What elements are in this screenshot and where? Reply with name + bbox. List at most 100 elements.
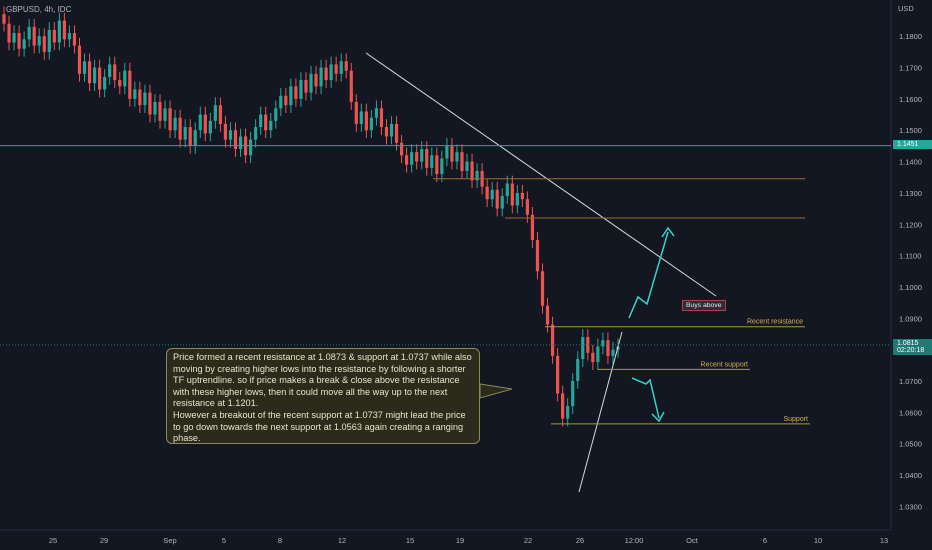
candle-body <box>475 170 479 181</box>
candle-body <box>586 337 590 353</box>
price-tag-value: 1.1451 <box>897 140 919 148</box>
candle-body <box>299 80 303 99</box>
y-tick-label: 1.1800 <box>899 32 922 41</box>
level-label: Support <box>783 416 808 423</box>
candle-body <box>530 214 535 240</box>
candle-body <box>198 114 202 131</box>
candle-body <box>425 149 429 168</box>
price-tag: 1.1451 <box>893 139 932 149</box>
symbol-label: GBPUSD, 4h, IDC <box>6 5 72 14</box>
candle-body <box>279 95 283 109</box>
candle-body <box>500 196 504 209</box>
candle-body <box>148 92 152 115</box>
candle-body <box>440 158 444 175</box>
candle-body <box>354 102 358 124</box>
candle-body <box>420 149 424 162</box>
y-tick-label: 1.0400 <box>899 471 922 480</box>
candle-body <box>561 393 565 419</box>
candle-body <box>203 114 207 134</box>
candle-body <box>410 152 414 165</box>
x-tick-label: 22 <box>524 536 532 545</box>
x-tick-label: 10 <box>814 536 822 545</box>
candle-body <box>223 123 228 140</box>
candle-body <box>470 161 474 181</box>
candle-body <box>62 20 66 40</box>
candle-body <box>460 152 464 171</box>
candle-body <box>319 67 323 87</box>
candle-body <box>550 324 555 356</box>
candle-body <box>72 33 77 46</box>
x-tick-label: Sep <box>163 536 176 545</box>
x-tick-label: 25 <box>49 536 57 545</box>
y-tick-label: 1.1100 <box>899 252 921 261</box>
candle-body <box>264 114 268 131</box>
candle-body <box>67 33 72 40</box>
bearish-arrow <box>631 377 660 419</box>
candle-body <box>384 127 389 137</box>
currency-label: USD <box>898 4 914 13</box>
candle-body <box>254 127 258 140</box>
candle-body <box>153 102 157 115</box>
candle-body <box>42 36 46 52</box>
candle-body <box>183 127 187 140</box>
candle-body <box>27 26 31 40</box>
candle-body <box>515 192 519 206</box>
candle-body <box>37 36 41 46</box>
bearish-arrow-head <box>651 411 665 423</box>
candle-body <box>415 152 419 162</box>
x-tick-label: 19 <box>456 536 464 545</box>
candle-body <box>581 337 585 360</box>
candle-body <box>405 155 409 165</box>
y-tick-label: 1.0500 <box>899 440 922 449</box>
candle-body <box>349 70 353 103</box>
candle-body <box>369 117 373 131</box>
buys-above-label[interactable]: Buys above <box>682 300 726 311</box>
candle-body <box>525 199 530 215</box>
candle-body <box>87 61 92 84</box>
x-tick-label: 8 <box>278 536 282 545</box>
candle-body <box>495 189 499 209</box>
callout-pointer <box>479 383 513 399</box>
x-tick-label: 29 <box>100 536 108 545</box>
x-tick-label: 12:00 <box>625 536 644 545</box>
downtrend-line <box>365 52 717 297</box>
price-tag-timer: 02:20:18 <box>897 346 925 354</box>
candle-body <box>465 161 469 171</box>
x-tick-label: 6 <box>763 536 767 545</box>
candle-body <box>545 305 550 325</box>
candle-body <box>364 111 368 131</box>
candle-body <box>596 346 600 363</box>
y-tick-label: 1.1500 <box>899 126 922 135</box>
candle-body <box>233 130 238 150</box>
candle-body <box>52 29 56 43</box>
level-label: Recent resistance <box>747 319 803 326</box>
candle-body <box>576 359 580 381</box>
analysis-callout[interactable]: Price formed a recent resistance at 1.08… <box>166 348 480 444</box>
candle-body <box>435 155 439 175</box>
candle-body <box>208 120 212 134</box>
x-tick-label: 5 <box>222 536 226 545</box>
candle-body <box>143 92 147 106</box>
candle-body <box>294 86 298 99</box>
y-tick-label: 1.1700 <box>899 64 922 73</box>
candle-body <box>339 61 343 74</box>
candle-body <box>284 95 288 106</box>
candle-body <box>540 271 545 306</box>
bullish-arrow <box>628 231 669 319</box>
candle-body <box>193 130 197 146</box>
candle-body <box>128 70 132 99</box>
candle-body <box>379 108 384 128</box>
chart-drawings <box>365 52 717 493</box>
candle-body <box>329 64 333 81</box>
candle-body <box>591 352 595 363</box>
candle-body <box>374 108 379 118</box>
y-tick-label: 1.1400 <box>899 158 922 167</box>
candle-body <box>22 39 26 49</box>
x-axis-ticks: 25 29 Sep 5 8 12 15 19 22 26 12:00 Oct 6 10 13 <box>49 536 888 545</box>
candle-body <box>7 23 11 43</box>
candle-body <box>490 189 494 200</box>
candle-body <box>47 29 51 52</box>
candle-body <box>2 14 6 24</box>
candle-body <box>430 155 434 168</box>
